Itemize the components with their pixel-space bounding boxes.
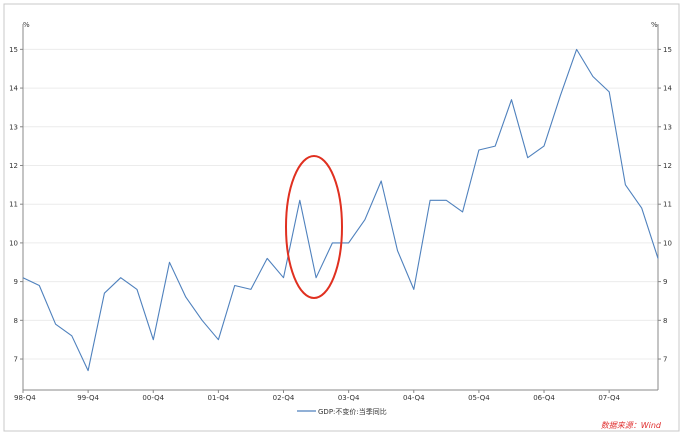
x-tick-label: 05-Q4 — [468, 394, 490, 402]
y-tick-label-left: 15 — [9, 46, 18, 54]
y-tick-label-left: 14 — [9, 85, 18, 93]
y-tick-label-right: 13 — [663, 123, 672, 131]
gridlines — [23, 48, 658, 360]
x-tick-label: 99-Q4 — [77, 394, 99, 402]
y-tick-label-left: 8 — [14, 317, 18, 325]
x-tick-label: 98-Q4 — [14, 394, 36, 402]
x-tick-label: 00-Q4 — [142, 394, 164, 402]
y-axis-right-ticks: 7 8 9 10 11 12 13 14 15 — [658, 46, 672, 364]
y-tick-label-right: 12 — [663, 162, 672, 170]
y-tick-label-left: 7 — [14, 356, 18, 364]
y-tick-label-right: 15 — [663, 46, 672, 54]
legend-label: GDP:不变价:当季同比 — [318, 407, 387, 416]
y-tick-label-right: 8 — [663, 317, 667, 325]
y-tick-label-right: 9 — [663, 278, 667, 286]
y-tick-label-left: 11 — [9, 201, 18, 209]
x-tick-label: 07-Q4 — [598, 394, 620, 402]
x-tick-label: 02-Q4 — [273, 394, 295, 402]
y-tick-label-left: 9 — [14, 278, 18, 286]
y-tick-label-right: 14 — [663, 85, 672, 93]
y-tick-label-left: 12 — [9, 162, 18, 170]
y-tick-label-right: 7 — [663, 356, 667, 364]
y-tick-label-left: 13 — [9, 123, 18, 131]
x-tick-label: 06-Q4 — [533, 394, 555, 402]
y-tick-label-left: 10 — [9, 239, 18, 247]
y-axis-left-unit: % — [23, 21, 30, 29]
x-axis-ticks: 98-Q4 99-Q4 00-Q4 01-Q4 02-Q4 03-Q4 04-Q4 05-Q4… — [14, 390, 621, 402]
y-tick-label-right: 10 — [663, 239, 672, 247]
y-axis-left-ticks: 7 8 9 10 11 12 13 14 15 — [9, 46, 23, 364]
highlight-ellipse — [285, 155, 343, 299]
chart-border — [3, 3, 680, 432]
y-axis-right-unit: % — [651, 21, 658, 29]
y-tick-label-right: 11 — [663, 201, 672, 209]
x-tick-label: 03-Q4 — [338, 394, 360, 402]
axes — [22, 24, 659, 391]
x-tick-label: 04-Q4 — [403, 394, 425, 402]
source-note: 数据来源：Wind — [601, 421, 662, 430]
x-tick-label: 01-Q4 — [208, 394, 230, 402]
legend: GDP:不变价:当季同比 — [297, 407, 387, 416]
